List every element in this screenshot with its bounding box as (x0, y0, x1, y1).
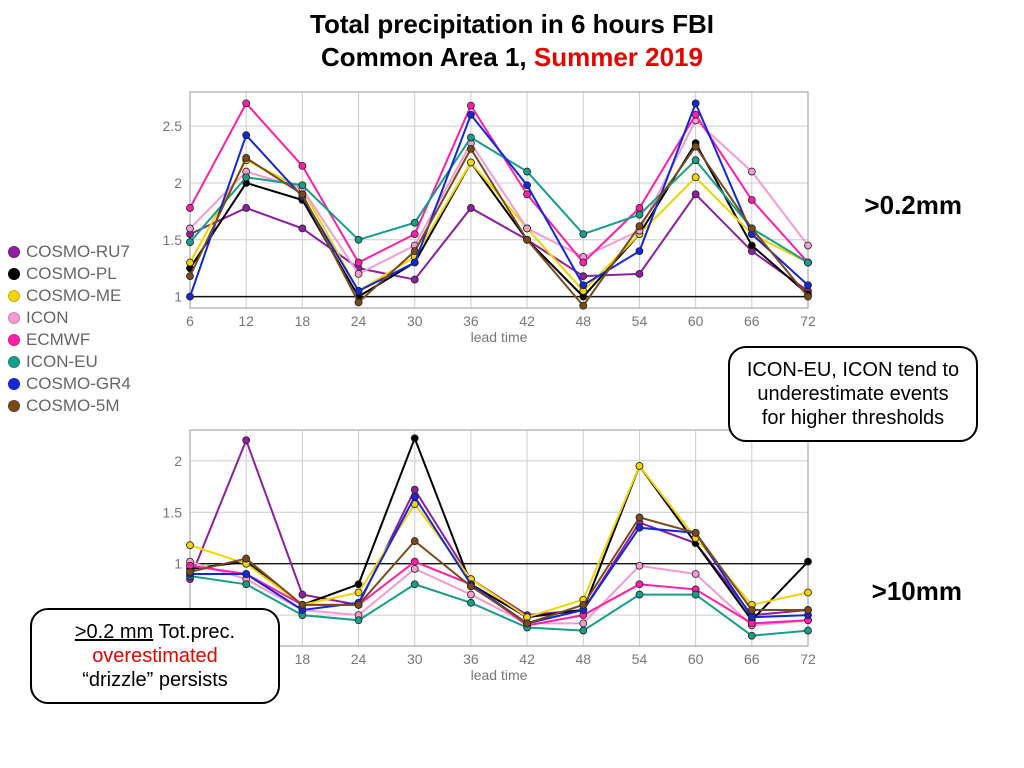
svg-text:66: 66 (744, 313, 760, 329)
callout-drizzle: >0.2 mm Tot.prec. overestimated “drizzle… (30, 608, 280, 704)
legend-swatch (8, 356, 20, 368)
legend-label: COSMO-RU7 (26, 242, 130, 262)
svg-text:1.5: 1.5 (163, 232, 183, 248)
legend-item: COSMO-GR4 (8, 374, 131, 394)
svg-text:54: 54 (632, 313, 648, 329)
legend-swatch (8, 290, 20, 302)
svg-text:24: 24 (351, 651, 367, 667)
legend-item: ICON (8, 308, 131, 328)
legend-label: ECMWF (26, 330, 90, 350)
svg-text:36: 36 (463, 651, 479, 667)
threshold-label-bottom: >10mm (872, 576, 962, 607)
svg-text:2: 2 (174, 453, 182, 469)
svg-text:12: 12 (238, 313, 254, 329)
callout-icon-underestimate: ICON-EU, ICON tend to underestimate even… (728, 346, 978, 442)
svg-text:48: 48 (575, 651, 591, 667)
svg-text:6: 6 (186, 313, 194, 329)
svg-text:1: 1 (174, 556, 182, 572)
legend-item: COSMO-5M (8, 396, 131, 416)
legend-item: COSMO-PL (8, 264, 131, 284)
legend-swatch (8, 312, 20, 324)
legend-swatch (8, 268, 20, 280)
legend-swatch (8, 246, 20, 258)
svg-text:54: 54 (632, 651, 648, 667)
svg-text:72: 72 (800, 313, 816, 329)
legend-label: COSMO-GR4 (26, 374, 131, 394)
legend-swatch (8, 378, 20, 390)
svg-text:66: 66 (744, 651, 760, 667)
legend-label: COSMO-ME (26, 286, 121, 306)
svg-text:42: 42 (519, 651, 535, 667)
legend-swatch (8, 334, 20, 346)
chart-title: Total precipitation in 6 hours FBI Commo… (0, 8, 1024, 73)
title-line1: Total precipitation in 6 hours FBI (310, 9, 714, 39)
svg-text:1.5: 1.5 (163, 504, 183, 520)
svg-text:24: 24 (351, 313, 367, 329)
threshold-label-top: >0.2mm (864, 190, 962, 221)
svg-text:lead time: lead time (471, 329, 528, 342)
title-line2b: Summer 2019 (534, 42, 703, 72)
svg-text:30: 30 (407, 651, 423, 667)
svg-text:60: 60 (688, 651, 704, 667)
legend-label: COSMO-PL (26, 264, 117, 284)
svg-text:36: 36 (463, 313, 479, 329)
legend-item: COSMO-ME (8, 286, 131, 306)
svg-text:30: 30 (407, 313, 423, 329)
svg-text:48: 48 (575, 313, 591, 329)
svg-text:lead time: lead time (471, 667, 528, 680)
svg-text:1: 1 (174, 289, 182, 305)
title-line2a: Common Area 1, (321, 42, 534, 72)
chart-top: 6 12 18 24 30 36 42 48 54 60 66 72 1 1.5 2 2.5 lead time (140, 82, 820, 342)
legend-label: ICON-EU (26, 352, 98, 372)
legend-item: ECMWF (8, 330, 131, 350)
series-legend: COSMO-RU7COSMO-PLCOSMO-MEICONECMWFICON-E… (8, 240, 131, 418)
legend-item: COSMO-RU7 (8, 242, 131, 262)
svg-text:2: 2 (174, 175, 182, 191)
svg-text:42: 42 (519, 313, 535, 329)
legend-item: ICON-EU (8, 352, 131, 372)
svg-text:18: 18 (295, 313, 311, 329)
legend-swatch (8, 400, 20, 412)
svg-text:60: 60 (688, 313, 704, 329)
svg-text:2.5: 2.5 (163, 118, 183, 134)
legend-label: ICON (26, 308, 69, 328)
legend-label: COSMO-5M (26, 396, 120, 416)
svg-text:72: 72 (800, 651, 816, 667)
svg-text:18: 18 (295, 651, 311, 667)
